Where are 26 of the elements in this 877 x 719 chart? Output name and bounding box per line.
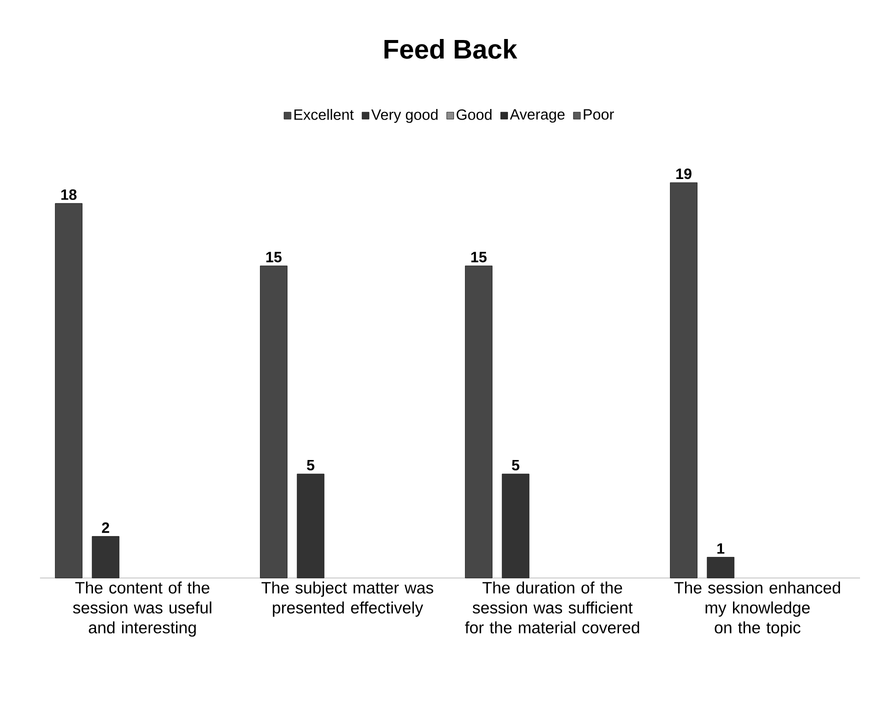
data-label: 19 [676, 168, 692, 180]
x-tick-label: The duration of the session was sufficient for the material covered [465, 582, 640, 634]
x-tick-label: The subject matter was presented effectively [262, 582, 434, 617]
data-label: 15 [471, 252, 487, 262]
chart-title: Feed Back [384, 39, 518, 59]
legend-label: Average [510, 109, 565, 123]
data-label: 18 [61, 189, 77, 200]
data-label: 5 [512, 460, 520, 470]
data-label: 15 [266, 252, 282, 262]
bar [92, 536, 120, 578]
legend-label: Poor [584, 109, 614, 120]
bar [706, 556, 734, 578]
legend-label: Excellent [294, 108, 354, 120]
bar [55, 203, 82, 578]
bar [670, 182, 698, 578]
legend-label: Good [456, 108, 492, 120]
x-tick-label: The content of the session was useful and interesting [73, 582, 212, 637]
data-label: 1 [717, 543, 724, 554]
bar [465, 266, 492, 578]
bar [296, 474, 324, 578]
x-tick-label: The session enhanced my knowledge on the topic [674, 582, 840, 637]
bar [260, 266, 288, 578]
data-label: 2 [102, 522, 110, 533]
legend-label: Very good [371, 108, 438, 123]
bar [502, 474, 530, 578]
data-label: 5 [306, 460, 314, 470]
